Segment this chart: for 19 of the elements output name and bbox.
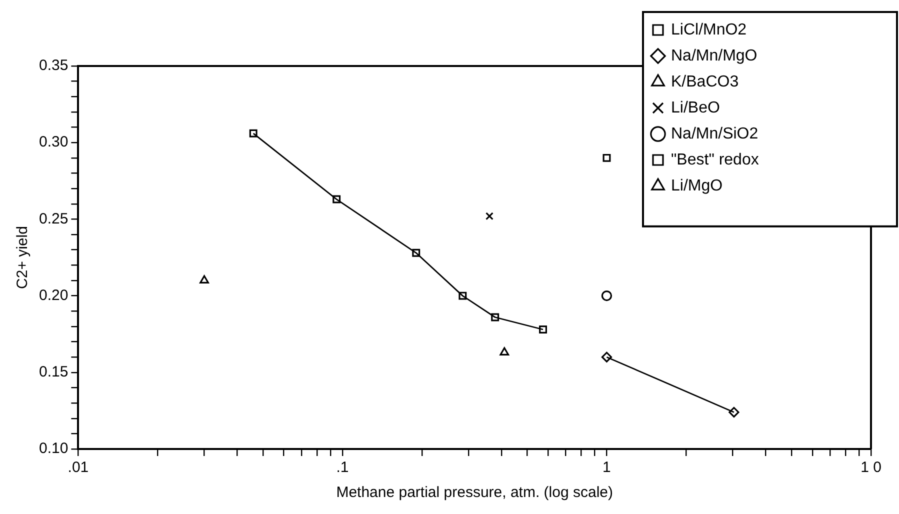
y-tick-label: 0.25: [38, 210, 68, 228]
legend-label: Na/Mn/MgO: [671, 47, 758, 64]
legend-label: Na/Mn/SiO2: [671, 125, 758, 142]
legend-label: "Best" redox: [671, 151, 759, 168]
x-tick-label: 1: [602, 459, 611, 476]
y-axis-title: C2+ yield: [14, 226, 32, 289]
y-tick-label: 0.30: [38, 134, 68, 151]
legend-label: LiCl/MnO2: [671, 21, 747, 38]
y-tick-label: 0.15: [38, 364, 68, 381]
legend-label: K/BaCO3: [671, 73, 739, 90]
y-tick-label: 0.20: [38, 286, 68, 304]
legend-label: Li/MgO: [671, 177, 723, 194]
x-axis-title: Methane partial pressure, atm. (log scale): [336, 484, 613, 502]
legend-label: Li/BeO: [671, 99, 720, 116]
x-tick-label: 1 0: [860, 459, 882, 476]
y-tick-label: 0.10: [38, 440, 68, 458]
x-tick-label: .1: [336, 459, 349, 476]
x-tick-label: .01: [68, 459, 89, 476]
y-tick-label: 0.35: [38, 57, 68, 74]
